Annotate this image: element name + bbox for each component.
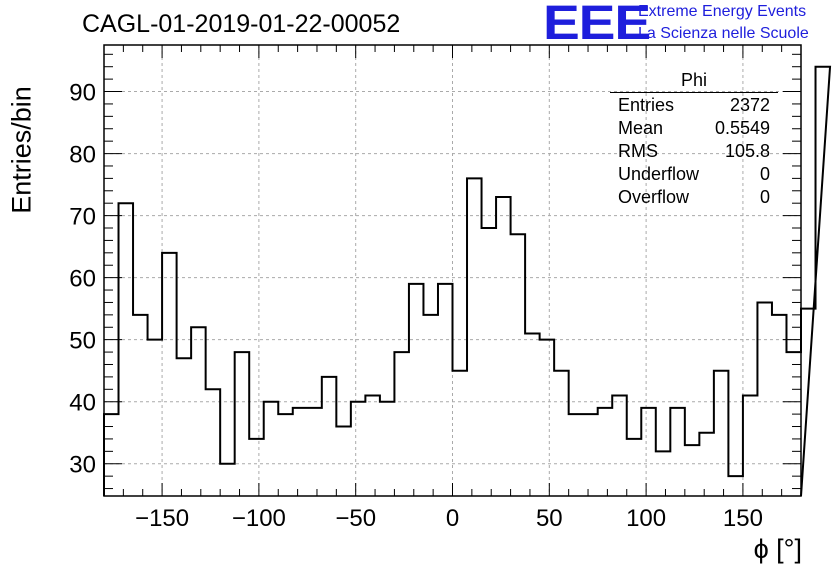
- stats-row-underflow: Underflow 0: [610, 163, 778, 186]
- y-tick-label: 50: [69, 328, 96, 355]
- x-axis-ticks: −150 −100 −50 0 50 100 150: [103, 45, 802, 532]
- stats-row-entries: Entries 2372: [610, 94, 778, 117]
- histogram-series: [103, 65, 832, 497]
- stats-label: Entries: [618, 95, 675, 115]
- stats-label: Underflow: [618, 164, 700, 184]
- eee-logo: EEE: [543, 0, 651, 50]
- chart-title: CAGL-01-2019-01-22-00052: [82, 10, 401, 38]
- stats-value: 0: [759, 164, 770, 184]
- x-tick-label: −150: [135, 505, 189, 532]
- stats-row-mean: Mean 0.5549: [610, 117, 778, 140]
- y-tick-label: 90: [69, 80, 96, 107]
- y-axis-label-box: Entries/bin: [2, 86, 42, 214]
- y-tick-label: 80: [69, 142, 96, 169]
- x-tick-label: 150: [723, 505, 763, 532]
- x-axis-label: ϕ [°]: [753, 534, 802, 564]
- stats-label: Mean: [618, 118, 664, 138]
- plot-frame: [103, 44, 802, 497]
- y-tick-label: 40: [69, 390, 96, 417]
- stats-value: 2372: [729, 95, 770, 115]
- stats-value: 105.8: [724, 141, 770, 161]
- stats-label: RMS: [618, 141, 658, 161]
- y-tick-label: 70: [69, 204, 96, 231]
- x-tick-label: −50: [335, 505, 376, 532]
- y-axis-label: Entries/bin: [6, 86, 37, 214]
- logo-text-line1: Extreme Energy Events: [638, 3, 807, 20]
- stats-value: 0.5549: [714, 118, 770, 138]
- logo-text-line2: La Scienza nelle Scuole: [638, 25, 809, 42]
- stats-row-overflow: Overflow 0: [610, 186, 778, 209]
- x-tick-label: 100: [626, 505, 666, 532]
- y-tick-label: 30: [69, 452, 96, 479]
- stats-row-rms: RMS 105.8: [610, 140, 778, 163]
- x-tick-label: 0: [446, 505, 459, 532]
- x-tick-label: −100: [232, 505, 286, 532]
- stats-box: Phi Entries 2372 Mean 0.5549 RMS 105.8 Unde…: [610, 70, 778, 209]
- y-tick-label: 60: [69, 266, 96, 293]
- stats-label: Overflow: [618, 187, 690, 207]
- stats-title: Phi: [610, 70, 778, 93]
- x-tick-label: 50: [536, 505, 563, 532]
- stats-value: 0: [759, 187, 770, 207]
